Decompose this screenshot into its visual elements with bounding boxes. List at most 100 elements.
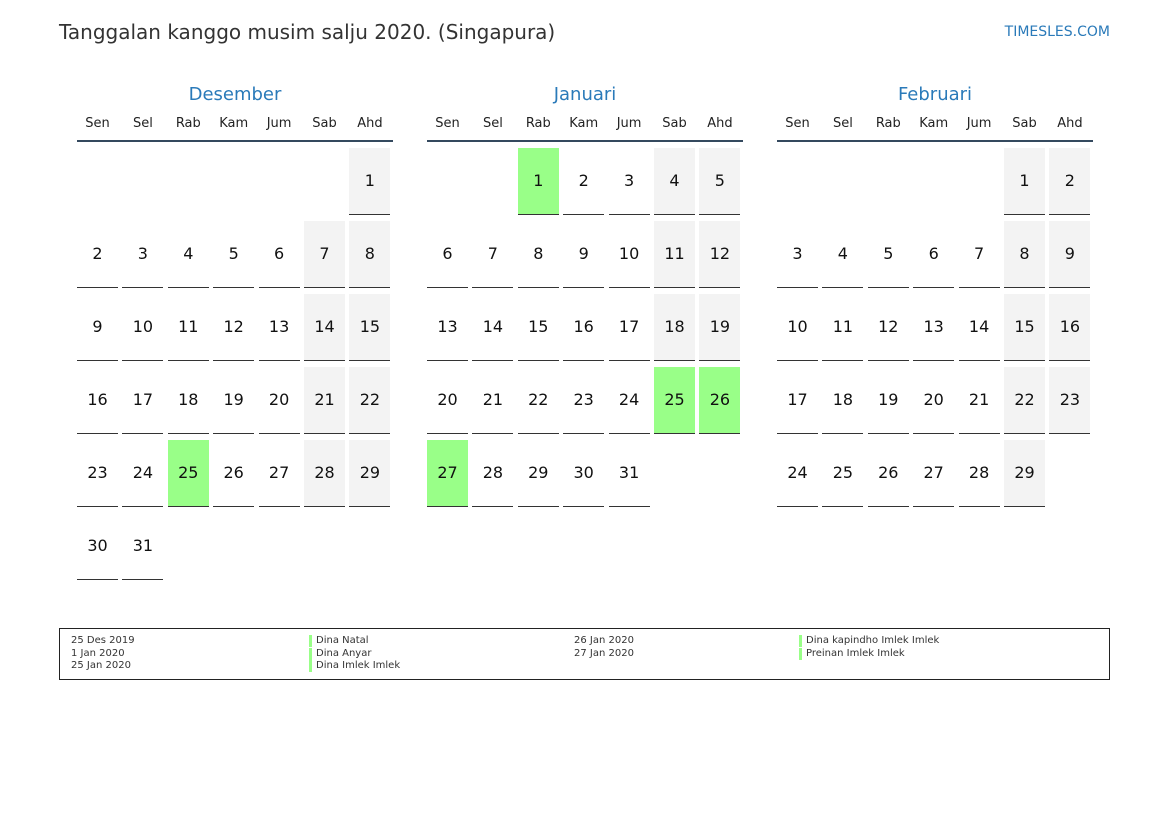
day-cell[interactable]: 23 [563,367,605,434]
day-cell[interactable]: 14 [958,294,1000,361]
day-cell[interactable]: 22 [1004,367,1045,434]
holiday-legend: 25 Des 2019 Dina Natal 1 Jan 2020 Dina Anya… [59,628,1110,680]
day-cell[interactable]: 31 [608,440,650,507]
day-cell[interactable]: 7 [472,221,514,288]
day-cell[interactable]: 16 [77,367,118,434]
day-cell[interactable]: 10 [777,294,818,361]
day-cell[interactable]: 25 [167,440,209,507]
day-cell[interactable]: 19 [867,367,909,434]
day-cell[interactable]: 27 [258,440,300,507]
day-cell[interactable]: 4 [167,221,209,288]
day-cell[interactable]: 30 [77,513,118,580]
day-cell[interactable]: 6 [258,221,300,288]
day-cell[interactable]: 26 [867,440,909,507]
day-cell[interactable]: 15 [349,294,391,361]
day-cell[interactable]: 8 [349,221,391,288]
day-cell[interactable]: 9 [563,221,605,288]
day-cell[interactable]: 2 [563,148,605,215]
day-cell[interactable]: 13 [427,294,468,361]
day-cell[interactable]: 31 [122,513,164,580]
day-cell[interactable]: 23 [1049,367,1091,434]
day-cell[interactable]: 1 [1004,148,1045,215]
legend-holiday-name: Dina Imlek Imlek [309,660,400,672]
day-cell[interactable]: 29 [349,440,391,507]
day-cell[interactable]: 26 [699,367,741,434]
weekday-header: Sen Sel Rab Kam Jum Sab Ahd [427,106,743,142]
day-cell[interactable]: 9 [77,294,118,361]
day-cell[interactable]: 22 [517,367,559,434]
day-cell[interactable]: 24 [122,440,164,507]
day-cell[interactable]: 24 [777,440,818,507]
day-cell[interactable]: 5 [213,221,255,288]
day-cell[interactable]: 4 [654,148,695,215]
day-cell[interactable]: 8 [517,221,559,288]
day-cell[interactable]: 16 [563,294,605,361]
day-cell[interactable]: 28 [958,440,1000,507]
day-cell[interactable]: 21 [304,367,345,434]
day-cell[interactable]: 18 [167,367,209,434]
day-cell[interactable]: 21 [958,367,1000,434]
day-cell[interactable]: 5 [867,221,909,288]
day-cell[interactable]: 8 [1004,221,1045,288]
day-cell[interactable]: 10 [122,294,164,361]
day-cell[interactable]: 29 [1004,440,1045,507]
day-cell[interactable]: 12 [867,294,909,361]
day-cell[interactable]: 29 [517,440,559,507]
day-cell[interactable]: 16 [1049,294,1091,361]
day-cell[interactable]: 3 [122,221,164,288]
day-cell[interactable]: 2 [1049,148,1091,215]
day-cell[interactable]: 22 [349,367,391,434]
day-cell[interactable]: 2 [77,221,118,288]
day-cell[interactable]: 1 [349,148,391,215]
day-cell[interactable]: 3 [608,148,650,215]
day-cell[interactable]: 17 [777,367,818,434]
day-cell[interactable]: 18 [654,294,695,361]
day-cell[interactable]: 11 [167,294,209,361]
day-cell[interactable]: 17 [122,367,164,434]
day-cell[interactable]: 13 [258,294,300,361]
day-cell[interactable]: 20 [427,367,468,434]
day-cell[interactable]: 30 [563,440,605,507]
day-cell[interactable]: 28 [304,440,345,507]
day-cell[interactable]: 21 [472,367,514,434]
day-cell[interactable]: 12 [699,221,741,288]
day-cell[interactable]: 3 [777,221,818,288]
day-cell[interactable]: 10 [608,221,650,288]
day-cell[interactable]: 17 [608,294,650,361]
day-cell[interactable]: 14 [472,294,514,361]
weekday-label: Sel [832,116,853,131]
day-cell[interactable]: 20 [913,367,955,434]
day-cell[interactable]: 26 [213,440,255,507]
day-cell[interactable]: 20 [258,367,300,434]
day-cell[interactable]: 5 [699,148,741,215]
day-cell[interactable]: 15 [517,294,559,361]
day-cell[interactable]: 27 [913,440,955,507]
day-cell[interactable]: 7 [304,221,345,288]
weekday-label: Sab [312,116,337,131]
day-cell[interactable]: 13 [913,294,955,361]
day-cell[interactable]: 1 [517,148,559,215]
day-cell[interactable]: 11 [654,221,695,288]
day-cell[interactable]: 14 [304,294,345,361]
legend-date: 1 Jan 2020 [71,647,125,659]
site-link[interactable]: TIMESLES.COM [1004,24,1110,40]
day-cell[interactable]: 24 [608,367,650,434]
day-cell[interactable]: 19 [213,367,255,434]
day-cell[interactable]: 11 [822,294,864,361]
day-cell[interactable]: 12 [213,294,255,361]
day-cell[interactable]: 4 [822,221,864,288]
day-cell[interactable]: 18 [822,367,864,434]
day-cell[interactable]: 7 [958,221,1000,288]
weekday-label: Sab [662,116,687,131]
day-cell[interactable]: 23 [77,440,118,507]
day-cell[interactable]: 6 [427,221,468,288]
day-cell[interactable]: 25 [822,440,864,507]
day-cell[interactable]: 15 [1004,294,1045,361]
legend-date: 27 Jan 2020 [574,647,634,659]
day-cell[interactable]: 25 [654,367,695,434]
day-cell[interactable]: 27 [427,440,468,507]
day-cell[interactable]: 19 [699,294,741,361]
day-cell[interactable]: 28 [472,440,514,507]
day-cell[interactable]: 6 [913,221,955,288]
day-cell[interactable]: 9 [1049,221,1091,288]
